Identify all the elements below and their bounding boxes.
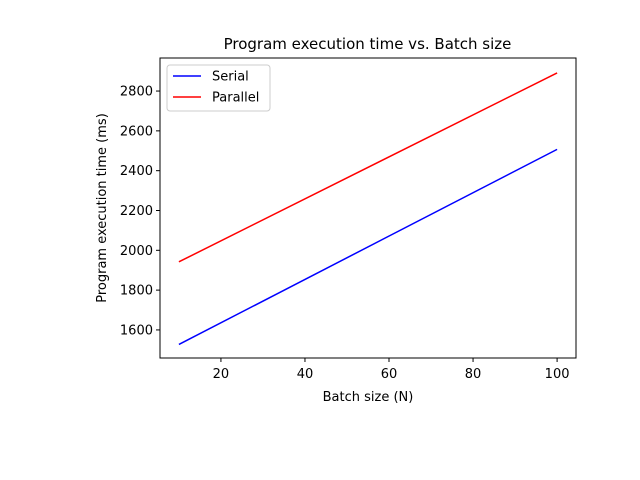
- y-tick-label: 2800: [120, 85, 153, 100]
- x-axis-label: Batch size (N): [323, 390, 414, 405]
- chart-title: Program execution time vs. Batch size: [224, 35, 512, 53]
- y-tick-label: 2000: [120, 244, 153, 259]
- x-axis-ticks: 20 40 60 80 100: [213, 358, 570, 382]
- y-tick-label: 2400: [120, 164, 153, 179]
- x-tick-label: 100: [545, 367, 570, 382]
- series-line-serial: [178, 148, 558, 346]
- series-layer: [178, 72, 558, 346]
- axes-frame: [159, 57, 577, 359]
- legend: Serial Parallel: [166, 64, 271, 112]
- y-tick-label: 2200: [120, 204, 153, 219]
- y-tick-label: 2600: [120, 124, 153, 139]
- y-tick-label: 1800: [120, 284, 153, 299]
- x-tick-label: 80: [465, 367, 482, 382]
- y-tick-label: 1600: [120, 323, 153, 338]
- series-line-parallel: [178, 72, 558, 263]
- x-tick-label: 40: [297, 367, 314, 382]
- y-axis-label: Program execution time (ms): [95, 113, 110, 303]
- legend-label-parallel: Parallel: [212, 91, 259, 106]
- plot-area: [159, 57, 577, 359]
- y-axis-ticks: 1600 1800 2000 2200 2400 2600 2800: [120, 85, 160, 338]
- x-tick-label: 60: [381, 367, 398, 382]
- legend-label-serial: Serial: [212, 70, 249, 85]
- x-tick-label: 20: [213, 367, 230, 382]
